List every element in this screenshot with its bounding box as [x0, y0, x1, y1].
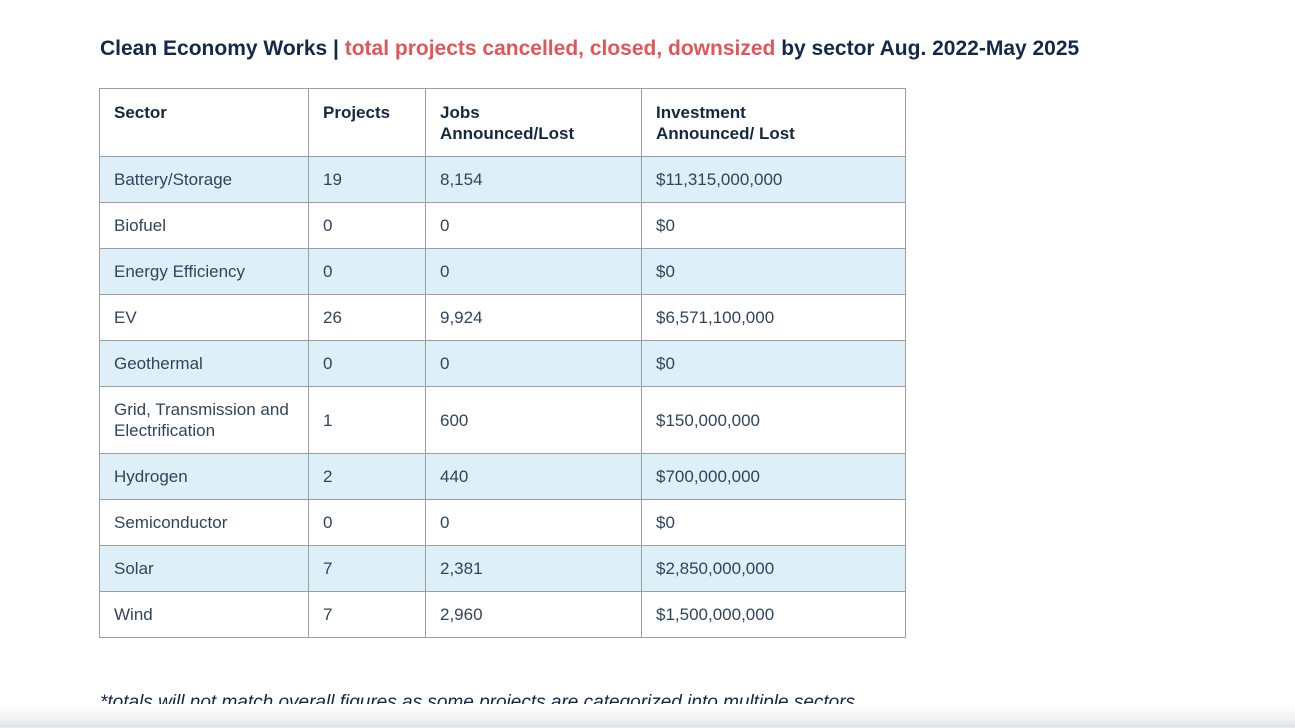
cell-investment: $0	[641, 499, 906, 546]
cell-investment: $0	[641, 340, 906, 387]
table-body: Battery/Storage 19 8,154 $11,315,000,000 Bio…	[99, 156, 906, 638]
cell-projects: 0	[308, 499, 426, 546]
cell-investment: $0	[641, 248, 906, 295]
cell-sector: Energy Efficiency	[99, 248, 309, 295]
cell-investment: $150,000,000	[641, 386, 906, 454]
cell-sector: Semiconductor	[99, 499, 309, 546]
cell-jobs: 8,154	[425, 156, 642, 203]
cell-jobs: 440	[425, 453, 642, 500]
page-title: Clean Economy Works | total projects can…	[100, 35, 1079, 62]
content-bottom-edge-gradient	[0, 704, 1295, 728]
table-row: Biofuel 0 0 $0	[99, 202, 906, 249]
cell-jobs: 0	[425, 340, 642, 387]
cell-projects: 0	[308, 340, 426, 387]
cell-jobs: 2,960	[425, 591, 642, 638]
cell-investment: $700,000,000	[641, 453, 906, 500]
table-header-row: Sector Projects Jobs Announced/Lost Inve…	[99, 88, 906, 157]
table-row: Hydrogen 2 440 $700,000,000	[99, 453, 906, 500]
cell-projects: 1	[308, 386, 426, 454]
cell-jobs: 9,924	[425, 294, 642, 341]
cell-jobs: 600	[425, 386, 642, 454]
cell-sector: Wind	[99, 591, 309, 638]
cell-investment: $6,571,100,000	[641, 294, 906, 341]
cell-sector: Solar	[99, 545, 309, 592]
cell-projects: 26	[308, 294, 426, 341]
cell-projects: 7	[308, 545, 426, 592]
cell-jobs: 0	[425, 248, 642, 295]
cell-projects: 7	[308, 591, 426, 638]
cell-sector: Biofuel	[99, 202, 309, 249]
table-row: Energy Efficiency 0 0 $0	[99, 248, 906, 295]
page-title-suffix: by sector Aug. 2022-May 2025	[775, 37, 1080, 61]
cell-sector: EV	[99, 294, 309, 341]
page-title-highlight: total projects cancelled, closed, downsi…	[344, 37, 776, 61]
cell-sector: Geothermal	[99, 340, 309, 387]
cell-projects: 0	[308, 202, 426, 249]
cell-jobs: 0	[425, 202, 642, 249]
cell-projects: 0	[308, 248, 426, 295]
column-header-sector: Sector	[99, 88, 309, 157]
table-row: Wind 7 2,960 $1,500,000,000	[99, 591, 906, 638]
table-row: Battery/Storage 19 8,154 $11,315,000,000	[99, 156, 906, 203]
cell-investment: $11,315,000,000	[641, 156, 906, 203]
table-row: Geothermal 0 0 $0	[99, 340, 906, 387]
cell-jobs: 2,381	[425, 545, 642, 592]
column-header-investment: Investment Announced/ Lost	[641, 88, 906, 157]
column-header-projects: Projects	[308, 88, 426, 157]
cell-projects: 2	[308, 453, 426, 500]
page-title-prefix: Clean Economy Works |	[100, 37, 345, 61]
sector-data-table: Sector Projects Jobs Announced/Lost Inve…	[99, 88, 906, 638]
cell-investment: $2,850,000,000	[641, 545, 906, 592]
cell-sector: Hydrogen	[99, 453, 309, 500]
table-row: Solar 7 2,381 $2,850,000,000	[99, 545, 906, 592]
column-header-jobs: Jobs Announced/Lost	[425, 88, 642, 157]
table-row: Grid, Transmission and Electrification 1 6…	[99, 386, 906, 454]
cell-sector: Battery/Storage	[99, 156, 309, 203]
table-row: EV 26 9,924 $6,571,100,000	[99, 294, 906, 341]
table-row: Semiconductor 0 0 $0	[99, 499, 906, 546]
cell-investment: $1,500,000,000	[641, 591, 906, 638]
cell-projects: 19	[308, 156, 426, 203]
cell-sector: Grid, Transmission and Electrification	[99, 386, 309, 454]
cell-investment: $0	[641, 202, 906, 249]
cell-jobs: 0	[425, 499, 642, 546]
